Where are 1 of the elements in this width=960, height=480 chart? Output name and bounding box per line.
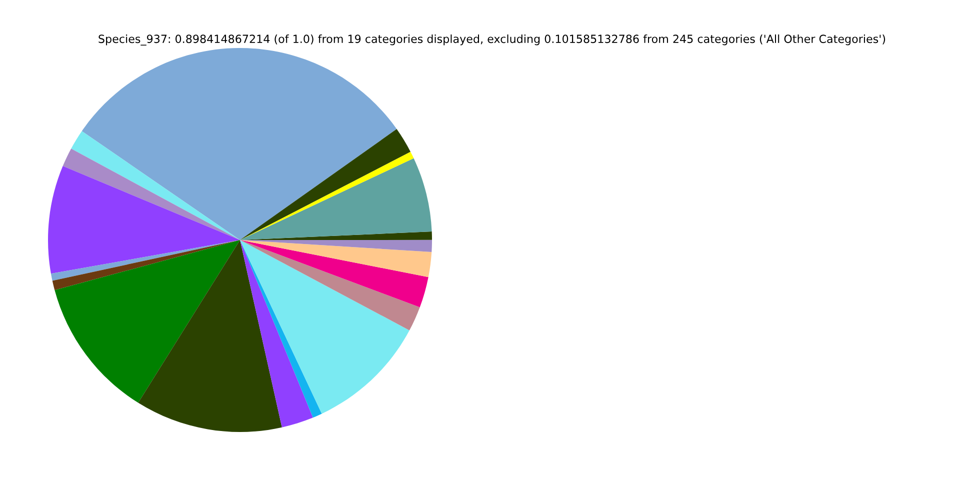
text: Species_937: 0.898414867214 (of 1.0) from 19 categories displayed, excluding 0.101585132786 from 245 categories ('All Other Categories') (98, 34, 886, 46)
